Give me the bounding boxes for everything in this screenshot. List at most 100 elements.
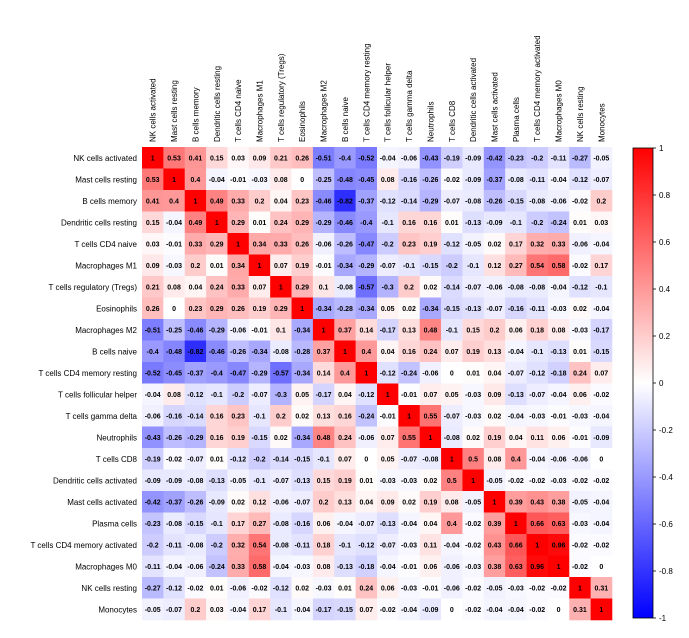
heatmap-cell <box>483 491 506 513</box>
cell-value-label: 0.55 <box>402 435 416 442</box>
cell-value-label: 0.26 <box>231 306 245 313</box>
cell-value-label: 0.66 <box>509 542 523 549</box>
heatmap-cell <box>291 147 314 169</box>
heatmap-cell <box>547 405 570 427</box>
heatmap-cell <box>590 512 613 535</box>
cell-value-label: -0.23 <box>508 155 524 162</box>
heatmap-cell <box>569 276 591 298</box>
cell-value-label: 0.29 <box>210 241 224 248</box>
heatmap-cell <box>462 276 485 298</box>
heatmap-cell <box>505 297 527 320</box>
heatmap-cell <box>184 168 207 191</box>
heatmap-cell <box>355 405 378 427</box>
cell-value-label: -0.18 <box>358 564 374 571</box>
heatmap-cell <box>184 276 207 298</box>
cell-value-label: 1 <box>151 155 155 162</box>
row-label: Monocytes <box>98 605 137 614</box>
cell-value-label: -0.34 <box>294 435 310 442</box>
cell-value-label: 0.08 <box>317 564 331 571</box>
cell-value-label: -0.05 <box>593 155 609 162</box>
heatmap-cell <box>441 469 463 492</box>
cell-value-label: 0.32 <box>231 542 245 549</box>
heatmap-cell <box>206 383 228 406</box>
heatmap-cell <box>312 211 335 234</box>
heatmap-cell <box>312 168 335 191</box>
heatmap-cell <box>505 577 527 599</box>
cell-value-label: -0.02 <box>572 542 588 549</box>
heatmap-cell <box>291 233 314 255</box>
cell-value-label: 0.53 <box>146 177 160 184</box>
heatmap-cell <box>184 469 207 492</box>
cell-value-label: -0.12 <box>358 392 374 399</box>
heatmap-cell <box>163 340 186 363</box>
heatmap-cell <box>248 534 271 556</box>
cell-value-label: -0.1 <box>253 413 265 420</box>
cell-value-label: 0 <box>300 177 304 184</box>
heatmap-cell <box>441 426 463 449</box>
cell-value-label: 0.07 <box>595 370 609 377</box>
cell-value-label: 0.12 <box>488 263 502 270</box>
heatmap-cell <box>441 147 463 169</box>
cell-value-label: -0.07 <box>166 607 182 614</box>
heatmap-cell <box>270 577 292 599</box>
heatmap-cell <box>291 168 314 191</box>
heatmap-cell <box>355 534 378 556</box>
cell-value-label: -0.24 <box>209 564 225 571</box>
heatmap-cell <box>547 448 570 470</box>
heatmap-cell <box>419 233 442 255</box>
row-label: T cells CD4 memory resting <box>38 369 137 378</box>
cell-value-label: 0.37 <box>338 327 352 334</box>
heatmap-cell <box>270 276 292 298</box>
heatmap-cell <box>483 426 506 449</box>
heatmap-cell <box>441 340 463 363</box>
cell-value-label: -0.05 <box>230 478 246 485</box>
heatmap-cell <box>163 426 186 449</box>
heatmap-cell <box>227 319 250 341</box>
cell-value-label: 0.14 <box>317 370 331 377</box>
cell-value-label: -0.3 <box>275 392 287 399</box>
heatmap-cell <box>163 534 186 556</box>
heatmap-cell <box>355 276 378 298</box>
cell-value-label: -0.42 <box>487 155 503 162</box>
heatmap-cell <box>377 319 399 341</box>
heatmap-cell <box>441 319 463 341</box>
cell-value-label: -0.4 <box>360 220 372 227</box>
cell-value-label: 0.31 <box>595 585 609 592</box>
heatmap-cell <box>377 469 399 492</box>
heatmap-cell <box>483 534 506 556</box>
cell-value-label: -0.01 <box>401 564 417 571</box>
heatmap-cell <box>355 319 378 341</box>
cell-value-label: 0.2 <box>490 327 500 334</box>
row-label: Plasma cells <box>92 519 137 528</box>
heatmap-cell <box>441 534 463 556</box>
row-label: Mast cells activated <box>67 498 137 507</box>
heatmap-cell <box>377 233 399 255</box>
cell-value-label: -0.1 <box>403 263 415 270</box>
cell-value-label: 0 <box>450 370 454 377</box>
heatmap-cell <box>462 405 485 427</box>
cell-value-label: -0.04 <box>508 349 524 356</box>
heatmap-cell <box>312 340 335 363</box>
heatmap-cell <box>483 469 506 492</box>
heatmap-cell <box>184 383 207 406</box>
heatmap-cell <box>270 426 292 449</box>
cell-value-label: -0.02 <box>572 564 588 571</box>
heatmap-cell <box>227 254 250 277</box>
heatmap-cell <box>291 555 314 578</box>
cell-value-label: -0.34 <box>337 263 353 270</box>
cell-value-label: 0.16 <box>402 220 416 227</box>
cell-value-label: 0.06 <box>552 435 566 442</box>
heatmap-cell <box>505 233 527 255</box>
heatmap-cell <box>419 297 442 320</box>
heatmap-cell <box>355 577 378 599</box>
cell-value-label: -0.07 <box>487 306 503 313</box>
cell-value-label: -0.03 <box>529 413 545 420</box>
cell-value-label: 0.14 <box>360 327 374 334</box>
cell-value-label: -0.29 <box>187 435 203 442</box>
heatmap-cell <box>334 276 356 298</box>
row-label: Neutrophils <box>97 433 137 442</box>
heatmap-cell <box>441 555 463 578</box>
heatmap-cell <box>270 211 292 234</box>
heatmap-cell <box>547 362 570 384</box>
cell-value-label: 0.17 <box>253 607 267 614</box>
